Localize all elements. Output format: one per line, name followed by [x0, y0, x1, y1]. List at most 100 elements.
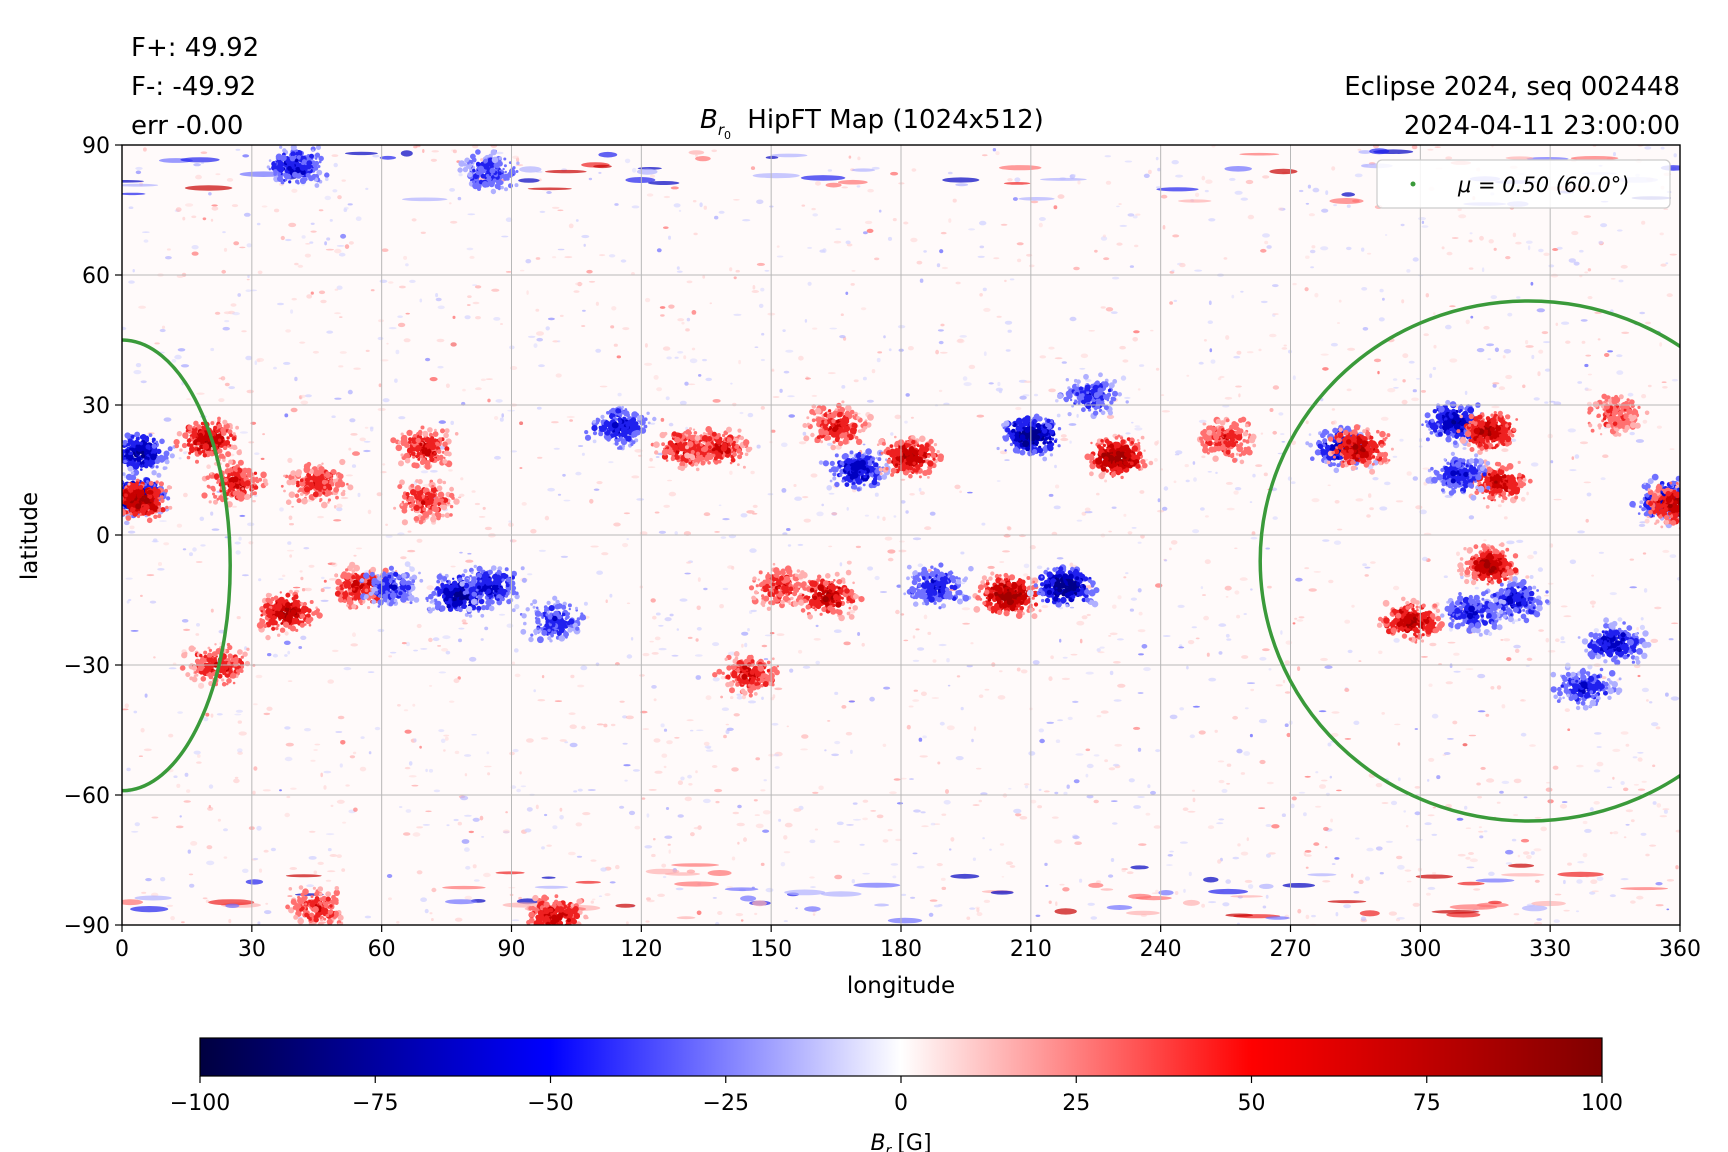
- field-speckle: [1059, 638, 1062, 643]
- polar-field-streak: [1130, 865, 1149, 870]
- active-region-pixel: [299, 613, 305, 619]
- active-region-pixel: [117, 480, 121, 484]
- field-speckle: [887, 557, 894, 562]
- field-speckle: [1186, 374, 1190, 377]
- field-speckle: [1636, 627, 1639, 631]
- active-region-pixel: [132, 469, 140, 476]
- field-speckle: [1074, 841, 1082, 845]
- field-speckle: [736, 822, 745, 827]
- field-speckle: [236, 616, 241, 620]
- active-region-pixel: [115, 486, 119, 490]
- active-region-pixel: [306, 613, 311, 618]
- field-speckle: [450, 420, 455, 425]
- field-speckle: [1272, 516, 1278, 520]
- active-region-pixel: [229, 665, 233, 670]
- active-region-pixel: [422, 430, 429, 437]
- active-region-pixel: [176, 431, 183, 437]
- field-speckle: [623, 512, 631, 515]
- field-speckle: [462, 622, 468, 625]
- field-speckle: [291, 188, 298, 193]
- active-region-pixel: [418, 519, 424, 525]
- active-region-pixel: [227, 429, 233, 435]
- field-speckle: [1075, 753, 1084, 756]
- field-speckle: [871, 166, 880, 170]
- field-speckle: [533, 343, 538, 348]
- field-speckle: [294, 376, 298, 382]
- field-speckle: [557, 209, 564, 212]
- field-speckle: [144, 693, 148, 698]
- active-region-pixel: [288, 491, 296, 499]
- active-region-pixel: [253, 485, 259, 490]
- field-speckle: [928, 912, 934, 917]
- field-speckle: [186, 398, 192, 400]
- field-speckle: [1116, 242, 1123, 246]
- field-speckle: [883, 335, 886, 339]
- field-speckle: [448, 469, 453, 472]
- field-speckle: [1096, 715, 1102, 718]
- field-speckle: [654, 770, 663, 774]
- field-speckle: [1623, 787, 1629, 792]
- active-region-pixel: [157, 514, 162, 519]
- field-speckle: [1246, 351, 1254, 354]
- field-speckle: [894, 414, 902, 420]
- field-speckle: [133, 370, 142, 375]
- polar-field-streak: [740, 895, 757, 902]
- field-speckle: [386, 874, 393, 878]
- polar-field-streak: [998, 165, 1042, 171]
- field-speckle: [979, 220, 987, 226]
- active-region-pixel: [288, 589, 293, 594]
- active-region-pixel: [155, 480, 159, 484]
- field-speckle: [283, 640, 291, 645]
- field-speckle: [1655, 726, 1661, 730]
- field-speckle: [526, 807, 533, 812]
- active-region-pixel: [250, 476, 257, 484]
- field-speckle: [1642, 552, 1647, 555]
- field-speckle: [525, 259, 532, 264]
- field-speckle: [308, 830, 316, 833]
- field-speckle: [1468, 515, 1475, 520]
- field-speckle: [1110, 858, 1115, 862]
- polar-field-streak: [1620, 887, 1669, 891]
- field-speckle: [1015, 813, 1022, 817]
- field-speckle: [750, 609, 757, 613]
- field-speckle: [688, 783, 693, 786]
- field-speckle: [533, 689, 536, 693]
- field-speckle: [163, 542, 170, 546]
- field-speckle: [151, 816, 159, 819]
- field-speckle: [170, 916, 175, 921]
- field-speckle: [737, 841, 740, 845]
- active-region-pixel: [168, 485, 173, 490]
- field-speckle: [1057, 719, 1064, 722]
- field-speckle: [1162, 635, 1171, 637]
- active-region-pixel: [135, 456, 142, 462]
- field-speckle: [344, 244, 350, 250]
- active-region-pixel: [129, 445, 132, 448]
- active-region-pixel: [116, 487, 120, 491]
- field-speckle: [1135, 213, 1141, 216]
- field-speckle: [1479, 235, 1484, 241]
- field-speckle: [1284, 691, 1291, 694]
- field-speckle: [343, 208, 348, 213]
- active-region-pixel: [122, 479, 125, 487]
- field-speckle: [181, 921, 185, 924]
- active-region-pixel: [352, 579, 359, 586]
- field-speckle: [1360, 916, 1367, 921]
- field-speckle: [1635, 439, 1644, 443]
- field-speckle: [756, 199, 764, 205]
- field-speckle: [715, 800, 720, 804]
- polar-field-streak: [1369, 148, 1390, 155]
- field-speckle: [622, 327, 630, 331]
- field-speckle: [472, 301, 480, 305]
- polar-field-streak: [765, 156, 779, 159]
- field-speckle: [1112, 822, 1118, 825]
- polar-field-streak: [1557, 871, 1604, 878]
- active-region-pixel: [136, 493, 142, 499]
- field-speckle: [740, 919, 744, 922]
- field-speckle: [677, 351, 684, 354]
- field-speckle: [1222, 902, 1230, 907]
- field-speckle: [326, 330, 334, 334]
- field-speckle: [1490, 295, 1498, 300]
- field-speckle: [308, 564, 315, 568]
- field-speckle: [378, 319, 384, 323]
- field-speckle: [863, 231, 868, 235]
